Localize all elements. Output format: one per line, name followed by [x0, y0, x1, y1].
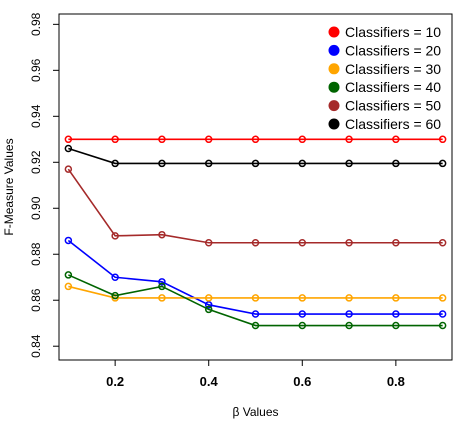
y-tick-label: 0.86	[29, 288, 43, 312]
data-point	[298, 135, 307, 144]
data-point	[204, 305, 213, 314]
legend-label: Classifiers = 60	[345, 116, 441, 132]
data-point	[158, 135, 166, 144]
data-point	[251, 135, 260, 144]
y-tick-label: 0.90	[29, 196, 43, 220]
data-point	[438, 239, 447, 247]
data-point	[158, 278, 166, 286]
data-point	[158, 230, 166, 239]
data-point	[111, 291, 119, 300]
data-point	[111, 159, 119, 168]
data-point	[251, 294, 260, 302]
x-tick-label: 0.2	[106, 374, 124, 389]
data-point	[251, 310, 260, 318]
x-tick-label: 0.4	[200, 374, 219, 389]
data-point	[392, 135, 400, 144]
series-line	[67, 168, 443, 244]
data-point	[345, 294, 353, 302]
legend-label: Classifiers = 50	[345, 98, 441, 114]
data-point	[64, 282, 73, 291]
legend-marker	[328, 81, 340, 93]
data-point	[298, 159, 307, 168]
data-point	[345, 321, 353, 330]
data-point	[438, 294, 447, 302]
data-point	[392, 294, 400, 302]
data-point	[204, 135, 213, 144]
legend-marker	[328, 44, 340, 56]
y-tick-label: 0.92	[29, 150, 43, 174]
data-point	[392, 239, 400, 247]
data-point	[64, 236, 73, 245]
data-point	[345, 159, 353, 168]
data-point	[298, 239, 307, 247]
data-point	[64, 165, 73, 173]
series-line	[68, 285, 443, 299]
legend-marker	[328, 26, 340, 38]
data-point	[298, 321, 307, 330]
data-point	[111, 232, 119, 240]
y-axis: 0.84 0.86 0.88 0.90 0.92 0.94 0.96 0.98	[29, 12, 59, 358]
y-tick-label: 0.84	[29, 334, 43, 358]
legend-marker	[328, 100, 340, 112]
data-point	[158, 282, 166, 291]
data-point	[438, 159, 447, 168]
y-tick-label: 0.88	[29, 242, 43, 266]
x-axis-title: β Values	[232, 405, 278, 419]
data-point	[251, 159, 260, 168]
legend-marker	[328, 63, 340, 75]
y-tick-label: 0.94	[29, 104, 43, 128]
data-point	[392, 310, 400, 318]
data-point	[345, 135, 353, 144]
data-point	[64, 135, 73, 144]
data-point	[64, 144, 73, 153]
plot-frame	[58, 13, 453, 361]
legend-label: Classifiers = 10	[345, 24, 441, 40]
data-point	[204, 294, 213, 302]
data-point	[111, 273, 119, 281]
x-tick-label: 0.8	[387, 374, 405, 389]
data-point	[345, 310, 353, 318]
y-tick-label: 0.96	[29, 58, 43, 82]
data-point	[298, 310, 307, 318]
data-point	[298, 294, 307, 302]
data-point	[64, 271, 73, 279]
series-line	[68, 274, 443, 327]
data-point	[392, 321, 400, 330]
legend: Classifiers = 10 Classifiers = 20 Classifi…	[328, 24, 441, 132]
data-point	[204, 159, 213, 168]
data-point	[204, 301, 213, 309]
data-point	[158, 294, 166, 302]
legend-label: Classifiers = 40	[345, 79, 441, 95]
x-axis: 0.2 0.4 0.6 0.8	[106, 360, 405, 389]
data-point	[392, 159, 400, 168]
data-point	[251, 239, 260, 247]
x-tick-label: 0.6	[293, 374, 311, 389]
y-axis-title: F-Measure Values	[2, 138, 16, 235]
data-point	[345, 239, 353, 247]
legend-label: Classifiers = 20	[345, 42, 441, 58]
data-point	[204, 239, 213, 247]
data-point	[111, 135, 119, 144]
y-tick-label: 0.98	[29, 12, 43, 36]
data-point	[438, 321, 447, 330]
legend-label: Classifiers = 30	[345, 61, 441, 77]
series-line	[68, 147, 443, 165]
data-point	[438, 135, 447, 144]
data-point	[438, 310, 447, 318]
data-point	[158, 159, 166, 168]
legend-marker	[328, 118, 340, 130]
series-layer	[64, 135, 447, 330]
data-point	[251, 321, 260, 330]
series-line	[67, 239, 443, 315]
